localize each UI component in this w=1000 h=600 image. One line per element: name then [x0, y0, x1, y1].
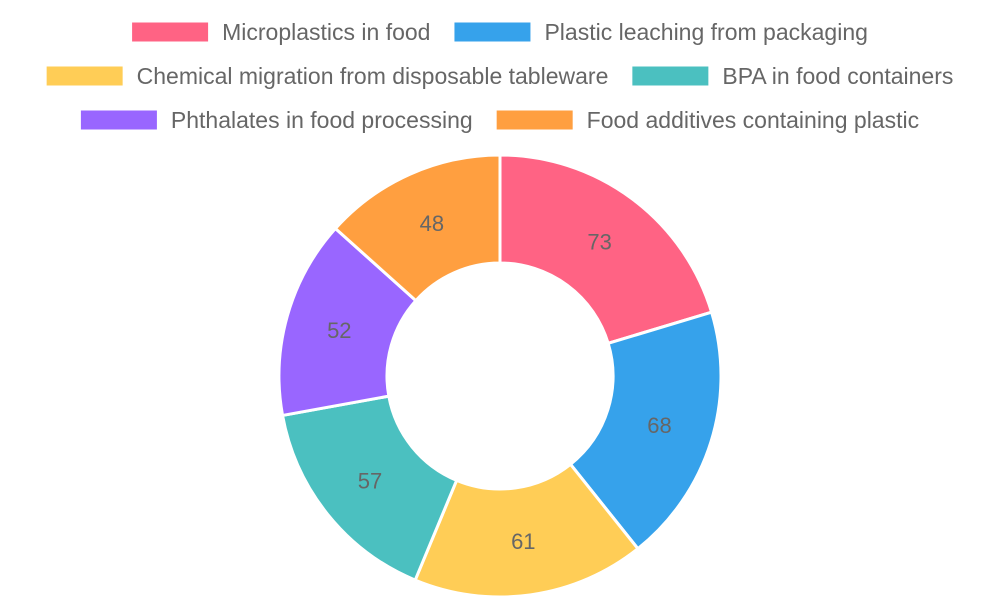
legend-item-microplastics-in-food[interactable]: Microplastics in food — [132, 19, 430, 45]
slice-bpa-in-food-containers[interactable] — [281, 394, 459, 582]
chart-slice-labels: 73 68 61 57 52 48 — [327, 211, 672, 554]
legend-item-plastic-leaching-from-packaging[interactable]: Plastic leaching from packaging — [454, 19, 868, 45]
slice-chemical-migration-from-disposable-tableware[interactable] — [413, 462, 640, 599]
chart-slices — [277, 153, 723, 599]
slice-microplastics-in-food[interactable] — [498, 153, 714, 345]
legend-swatch — [80, 110, 157, 130]
slice-value-label-microplastics-in-food: 73 — [587, 229, 611, 254]
slice-value-label-food-additives-containing-plastic: 48 — [420, 211, 444, 236]
legend-item-bpa-in-food-containers[interactable]: BPA in food containers — [632, 63, 953, 89]
slice-value-label-chemical-migration-from-disposable-tableware: 61 — [511, 529, 535, 554]
legend-swatch — [454, 22, 531, 42]
slice-food-additives-containing-plastic[interactable] — [333, 153, 502, 303]
slice-value-label-phthalates-in-food-processing: 52 — [327, 318, 351, 343]
legend-item-chemical-migration-from-disposable-tableware[interactable]: Chemical migration from disposable table… — [46, 63, 609, 89]
legend-label: Phthalates in food processing — [171, 107, 473, 133]
legend-swatch — [632, 66, 709, 86]
legend-swatch — [496, 110, 573, 130]
slice-phthalates-in-food-processing[interactable] — [277, 227, 418, 417]
legend-label: Food additives containing plastic — [587, 107, 919, 133]
legend-item-food-additives-containing-plastic[interactable]: Food additives containing plastic — [496, 107, 919, 133]
legend-item-phthalates-in-food-processing[interactable]: Phthalates in food processing — [80, 107, 473, 133]
slice-plastic-leaching-from-packaging[interactable] — [569, 310, 723, 551]
legend-label: Plastic leaching from packaging — [544, 19, 867, 45]
legend-label: Microplastics in food — [222, 19, 430, 45]
legend-label: BPA in food containers — [722, 63, 953, 89]
slice-value-label-bpa-in-food-containers: 57 — [358, 468, 382, 493]
legend-swatch — [132, 22, 209, 42]
legend-swatch — [46, 66, 123, 86]
slice-value-label-plastic-leaching-from-packaging: 68 — [647, 413, 671, 438]
legend-label: Chemical migration from disposable table… — [137, 63, 609, 89]
chart-legend: Microplastics in food Plastic leaching fr… — [46, 19, 953, 133]
